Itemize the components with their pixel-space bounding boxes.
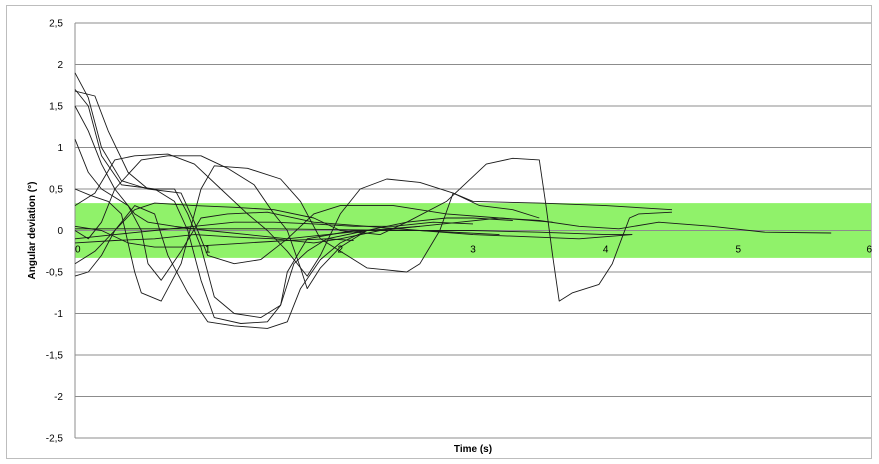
series-line-1 [74, 72, 553, 265]
x-tick-label: 3 [470, 245, 476, 256]
x-tick-label: 0 [75, 245, 81, 256]
series-line-2 [74, 89, 420, 324]
y-tick-label: -2 [54, 392, 63, 403]
y-tick-label: -1 [54, 309, 63, 320]
y-tick-label: -0,5 [46, 268, 64, 279]
y-axis-title: Angular deviation (°) [27, 182, 38, 280]
series-line-10 [74, 217, 832, 244]
series-line-4 [74, 139, 633, 281]
x-tick-label: 2 [338, 245, 344, 256]
y-tick-label: 1,5 [49, 102, 63, 113]
y-tick-label: 2,5 [49, 19, 63, 30]
series-line-13 [74, 225, 354, 248]
y-tick-label: 0 [57, 226, 63, 237]
series-line-8 [74, 202, 513, 277]
y-tick-label: 2 [57, 60, 63, 71]
series-line-6 [74, 153, 540, 277]
x-axis-title: Time (s) [454, 444, 492, 455]
x-tick-label: 5 [736, 245, 742, 256]
series-line-12 [74, 221, 474, 240]
y-tick-label: -2,5 [46, 434, 64, 445]
series-line-14 [74, 105, 367, 240]
y-tick-label: 0,5 [49, 185, 63, 196]
x-tick-label: 6 [866, 245, 872, 256]
y-tick-label: -1,5 [46, 351, 64, 362]
x-tick-label: 4 [603, 245, 609, 256]
series-line-9 [74, 205, 368, 329]
y-tick-label: 1 [57, 143, 63, 154]
x-tick-label: 1 [205, 245, 211, 256]
